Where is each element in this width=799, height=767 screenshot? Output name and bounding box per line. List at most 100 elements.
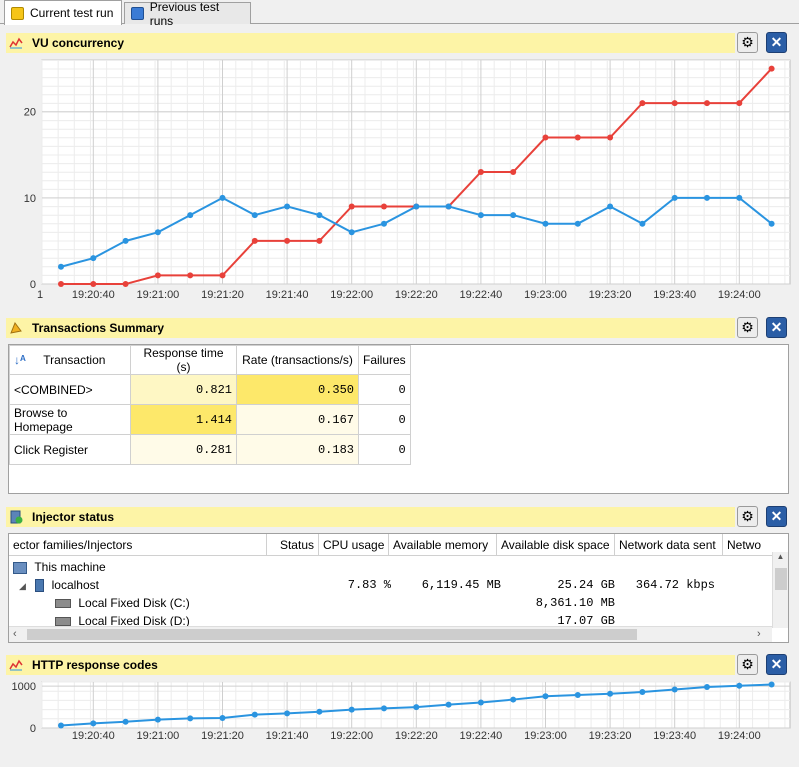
collapse-icon[interactable]: ◢ [19,581,26,591]
scroll-up-icon[interactable]: ▲ [776,552,785,561]
data-point [477,212,484,219]
transaction-name: Click Register [9,434,131,465]
rate-cell: 0.350 [236,374,359,405]
cpu-usage-value: 7.83 % [347,578,391,592]
data-point [510,169,517,175]
x-tick-label: 19:21:40 [266,730,309,742]
data-point [736,682,743,689]
injector-table-header: ector families/Injectors Status CPU usag… [9,534,773,556]
scroll-thumb[interactable] [775,568,787,590]
gear-icon: ⚙ [741,508,754,524]
column-injectors[interactable]: ector families/Injectors [9,534,267,556]
close-button[interactable]: ✕ [766,32,787,53]
machine-icon [13,561,27,574]
vertical-scrollbar[interactable]: ▲ [772,552,788,628]
x-tick-label: 19:21:40 [266,289,309,301]
data-point [90,281,97,287]
gear-icon: ⚙ [741,34,754,50]
data-point [542,220,549,227]
failures-cell: 0 [358,434,411,465]
x-tick-label: 19:22:00 [330,730,373,742]
x-tick-label: 19:22:00 [330,289,373,301]
column-available-disk-space[interactable]: Available disk space [497,534,615,556]
x-tick-label: 19:20:40 [72,289,115,301]
data-point [90,720,97,727]
injector-icon [8,510,24,524]
data-point [671,194,678,201]
data-point [607,203,614,210]
gear-icon: ⚙ [741,656,754,672]
data-point [58,263,64,270]
transaction-name: <COMBINED> [9,374,131,405]
x-axis-start-label: 1 [37,289,43,301]
http-response-codes-header: HTTP response codes [6,655,735,675]
failures-cell: 0 [358,404,411,435]
data-point [58,281,64,287]
disk-icon [55,599,71,609]
column-status[interactable]: Status [267,534,319,556]
chart-icon [8,658,24,672]
data-point [251,237,258,244]
http-response-codes-chart: 19:20:40 19:21:00 19:21:20 19:21:40 19:22:00… [12,681,791,742]
data-point [671,100,678,107]
column-rate[interactable]: Rate (transactions/s) [236,345,359,375]
settings-button[interactable]: ⚙ [737,654,758,675]
column-available-memory[interactable]: Available memory [389,534,497,556]
computer-icon [35,579,45,593]
data-point [671,686,678,693]
tree-row-localhost[interactable]: ◢ localhost 7.83 % 6,119.45 MB 25.24 GB … [19,576,719,594]
x-tick-label: 19:21:00 [136,730,179,742]
column-cpu-usage[interactable]: CPU usage [319,534,389,556]
tree-row-disk-d[interactable]: Local Fixed Disk (D:) 17.07 GB [55,612,715,630]
x-tick-label: 19:22:20 [395,730,438,742]
table-row[interactable]: Browse to Homepage 1.414 0.167 0 [9,404,411,435]
settings-button[interactable]: ⚙ [737,32,758,53]
data-point [639,100,646,107]
tab-previous-test-runs[interactable]: Previous test runs [124,0,251,28]
disk-value: 25.24 GB [557,578,615,592]
column-transaction[interactable]: ↓ᴬ Transaction [9,345,131,375]
network-sent-value: 364.72 kbps [635,578,715,592]
close-button[interactable]: ✕ [766,317,787,338]
scroll-right-icon[interactable]: › [757,628,761,640]
column-network-received[interactable]: Netwo [727,538,762,552]
x-tick-label: 19:23:40 [653,730,696,742]
data-point [348,706,355,713]
settings-button[interactable]: ⚙ [737,506,758,527]
x-tick-label: 19:24:00 [718,730,761,742]
transaction-name: Browse to Homepage [9,404,131,435]
tab-current-test-run[interactable]: Current test run [4,0,122,25]
data-point [154,272,161,279]
data-point [316,237,323,244]
table-row[interactable]: <COMBINED> 0.821 0.350 0 [9,374,411,405]
data-point [574,134,581,141]
data-point [187,212,194,219]
panel-title: Transactions Summary [32,321,165,335]
data-point [768,65,775,72]
tree-row-disk-c[interactable]: Local Fixed Disk (C:) 8,361.10 MB [55,594,715,612]
vu-concurrency-chart: 19:20:40 19:21:00 19:21:20 19:21:40 19:22:00… [24,59,791,301]
transactions-summary-header: Transactions Summary [6,318,735,338]
data-point [381,220,387,227]
column-network-data-sent[interactable]: Network data sent [615,534,723,556]
close-icon: ✕ [770,656,783,672]
column-response-time[interactable]: Response time (s) [130,345,237,375]
horizontal-scrollbar[interactable]: ‹ › [9,626,772,642]
scroll-left-icon[interactable]: ‹ [13,628,17,640]
data-point [445,701,452,708]
data-point [219,272,226,279]
sort-icon: ↓ᴬ [14,353,26,367]
close-button[interactable]: ✕ [766,506,787,527]
settings-button[interactable]: ⚙ [737,317,758,338]
tree-row-this-machine[interactable]: This machine [13,558,106,576]
data-point [187,715,194,722]
data-point [58,722,64,729]
data-point [477,699,484,706]
scroll-thumb[interactable] [27,629,637,640]
blue-cube-icon [131,7,144,20]
close-button[interactable]: ✕ [766,654,787,675]
column-failures[interactable]: Failures [358,345,411,375]
data-point [122,718,129,725]
data-point [607,134,614,141]
table-row[interactable]: Click Register 0.281 0.183 0 [9,434,411,465]
